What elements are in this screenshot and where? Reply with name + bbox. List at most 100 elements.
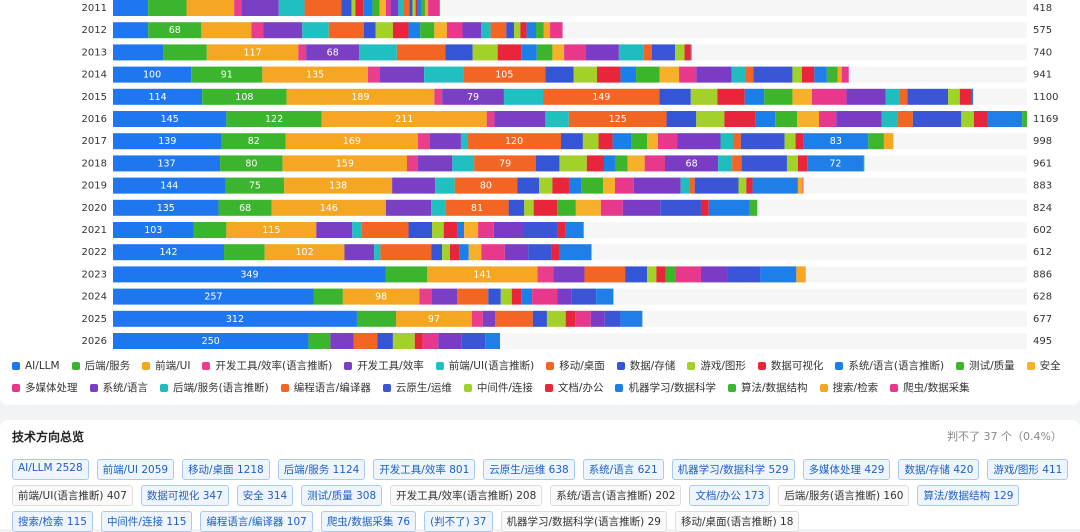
legend-label: 后端/服务 — [84, 360, 131, 372]
total-label: 575 — [1033, 25, 1052, 36]
overview-title: 技术方向总览 — [12, 430, 85, 444]
chart-card: 2011 418 2012 575 68 2013 740 117 68 2014 941 100 91… — [0, 0, 1080, 405]
bar-segment — [224, 244, 265, 261]
bar-segment — [571, 288, 597, 305]
tag: 游戏/图形 411 — [987, 459, 1069, 480]
bar-segment — [708, 199, 750, 216]
value-label: 349 — [240, 269, 258, 280]
bar-segment — [819, 111, 837, 127]
bar-segment — [316, 222, 353, 238]
legend-item: 编程语言/编译器 — [280, 380, 371, 395]
tag: 后端/服务(语言推断) 160 — [778, 485, 910, 506]
bar-segment — [959, 88, 972, 105]
legend-swatch — [12, 383, 20, 392]
bar-segment — [284, 177, 393, 194]
bar-segment — [526, 22, 536, 39]
bar-segment — [408, 22, 421, 39]
bar-segment — [409, 0, 413, 16]
total-label: 418 — [1033, 3, 1052, 14]
bar-segment — [406, 155, 418, 172]
bar-segment — [614, 155, 628, 172]
bar-segment — [356, 310, 397, 327]
bar-segment — [677, 133, 721, 150]
bar-segment — [732, 155, 742, 172]
bar-segment — [961, 111, 974, 127]
legend-label: 开发工具/效率(语言推断) — [215, 360, 333, 372]
bar-segment — [379, 0, 386, 16]
bar-segment — [543, 88, 660, 105]
bar-segment — [113, 66, 192, 83]
legend-label: 文档/办公 — [557, 382, 604, 394]
bar-segment — [675, 44, 685, 61]
bar-segment — [262, 66, 368, 83]
value-label: 141 — [473, 269, 491, 280]
bar-segment — [557, 222, 566, 238]
legend-label: 移动/桌面 — [559, 360, 605, 372]
bar-segment — [392, 333, 415, 349]
bar-segment — [504, 244, 529, 261]
chart: 2011 418 2012 575 68 2013 740 117 68 2014 941 100 91… — [82, 0, 1058, 349]
legend-label: 编程语言/编译器 — [293, 382, 371, 394]
bar-segment — [581, 177, 604, 194]
bar-segment — [429, 133, 461, 150]
legend-swatch — [546, 361, 555, 370]
bar-segment — [408, 222, 433, 238]
bar-segment — [948, 88, 960, 105]
legend-swatch — [344, 361, 353, 370]
bar-segment — [545, 66, 574, 83]
bar-segment — [651, 44, 676, 61]
legend-swatch — [202, 361, 211, 370]
bar-segment — [471, 310, 483, 327]
y-tick-label: 2016 — [82, 114, 107, 125]
tag-count: 1218 — [236, 464, 264, 476]
legend-item: 系统/语言 — [89, 380, 148, 395]
legend-swatch — [615, 383, 624, 392]
tag-count: 2059 — [141, 464, 169, 476]
bar-segment — [644, 155, 665, 172]
bar-segment — [234, 0, 242, 16]
bar-segment — [481, 244, 505, 261]
bar-segment — [764, 88, 793, 105]
bar-segment — [403, 0, 410, 16]
bar-segment — [113, 288, 314, 305]
bar-segment — [398, 0, 404, 16]
tag-count: 37 — [473, 516, 487, 528]
bar-segment — [488, 288, 501, 305]
total-label: 998 — [1033, 136, 1052, 147]
tag: 数据可视化 347 — [140, 485, 229, 506]
bar-segment — [553, 266, 585, 283]
bar-segment — [263, 22, 303, 39]
legend-swatch — [728, 383, 737, 392]
tag-name: 开发工具/效率 — [379, 464, 446, 476]
tag-name: 后端/服务 — [283, 464, 330, 476]
tag: 多媒体处理 429 — [802, 459, 891, 480]
bar-segment — [457, 222, 465, 238]
tag-count: 160 — [883, 490, 904, 502]
bar-segment — [690, 177, 695, 194]
bar-segment — [372, 0, 380, 16]
bar-segment — [532, 310, 547, 327]
value-label: 149 — [592, 92, 610, 103]
bar-segment — [647, 266, 657, 283]
y-tick-label: 2026 — [82, 336, 107, 347]
bar-segment — [218, 199, 272, 216]
value-label: 103 — [144, 225, 162, 236]
bar-segment — [717, 88, 745, 105]
legend-item: 中间件/连接 — [463, 380, 533, 395]
tag: 移动/桌面(语言推断) 18 — [674, 511, 800, 532]
bar-segment — [811, 88, 847, 105]
bar-segment — [666, 111, 697, 127]
value-label: 142 — [159, 247, 177, 258]
tag: 前端/UI 2059 — [96, 459, 175, 480]
tag-count: 129 — [993, 490, 1014, 502]
bar-segment — [694, 177, 739, 194]
legend-item: 多媒体处理 — [12, 380, 78, 395]
tag-name: 游戏/图形 — [993, 464, 1039, 476]
bar-segment — [412, 0, 416, 16]
bar-segment — [796, 266, 806, 283]
y-tick-label: 2020 — [82, 203, 107, 214]
legend-swatch — [544, 383, 553, 392]
bar-segment — [472, 44, 498, 61]
bar-segment — [535, 155, 560, 172]
bar-segment — [342, 288, 420, 305]
